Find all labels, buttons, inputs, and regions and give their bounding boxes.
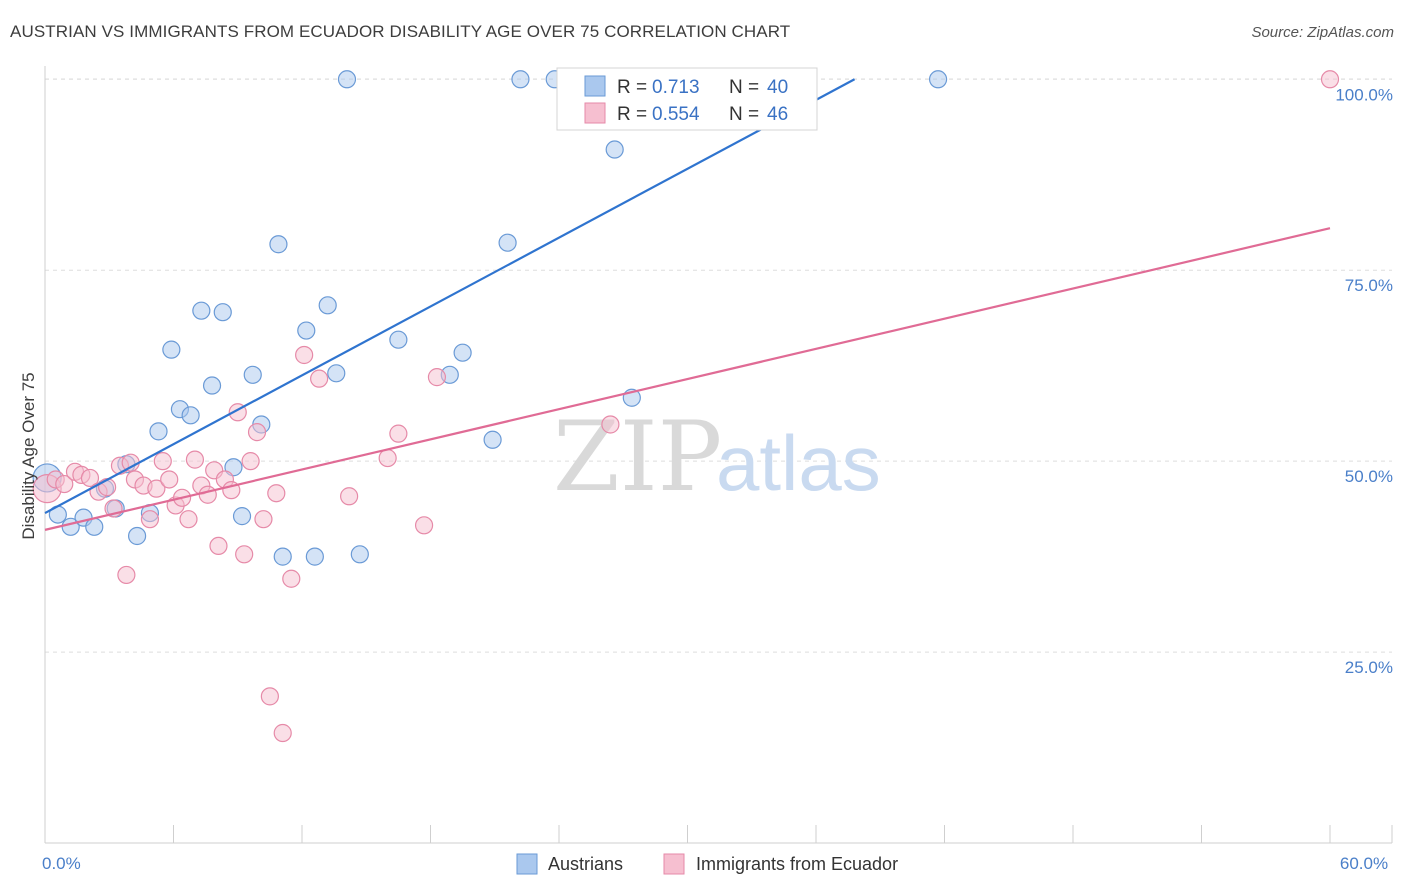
austrians-point bbox=[149, 422, 168, 441]
ecuador-point bbox=[260, 687, 279, 706]
ecuador-point bbox=[98, 478, 117, 497]
ecuador-point bbox=[121, 453, 140, 472]
x-tick-label: 60.0% bbox=[1340, 854, 1388, 873]
ecuador-point bbox=[198, 485, 217, 504]
ecuador-point bbox=[209, 536, 228, 556]
ecuador-point bbox=[153, 452, 172, 471]
y-tick-label: 100.0% bbox=[1335, 85, 1393, 104]
ecuador-point bbox=[185, 450, 205, 469]
ecuador-point bbox=[1320, 70, 1340, 89]
watermark: ZIP atlas bbox=[553, 401, 881, 513]
legend-n-value: 40 bbox=[767, 77, 788, 98]
ecuador-point bbox=[310, 369, 329, 388]
ecuador-point bbox=[295, 345, 314, 365]
austrians-point bbox=[213, 303, 232, 322]
watermark-atlas: atlas bbox=[716, 419, 881, 507]
legend-r-label: R = bbox=[617, 104, 647, 125]
ecuador-point bbox=[247, 423, 267, 442]
ecuador-point bbox=[254, 510, 273, 529]
ecuador-point bbox=[282, 569, 301, 588]
ecuador-point bbox=[427, 368, 447, 387]
austrians-point bbox=[127, 526, 147, 546]
austrians-point bbox=[350, 545, 369, 564]
austrians-point bbox=[273, 547, 292, 566]
y-axis-label: Disability Age Over 75 bbox=[19, 372, 38, 539]
y-tick-label: 50.0% bbox=[1345, 467, 1393, 486]
austrians-point bbox=[232, 507, 252, 526]
austrians-trend-line bbox=[44, 78, 856, 515]
ecuador-point bbox=[340, 487, 359, 506]
ecuador-point bbox=[241, 452, 260, 471]
austrians-point bbox=[305, 547, 324, 566]
austrians-point bbox=[162, 340, 181, 359]
ecuador-point bbox=[179, 510, 198, 529]
austrians-point bbox=[202, 376, 222, 395]
x-tick-label: 0.0% bbox=[42, 854, 81, 873]
ecuador-point bbox=[80, 468, 100, 488]
austrians-point bbox=[511, 70, 530, 89]
ecuador-point bbox=[273, 723, 292, 743]
axis-layer: 100.0% 75.0% 50.0% 25.0% 0.0% 60.0% bbox=[42, 66, 1393, 873]
legend-bottom-label-ecuador: Immigrants from Ecuador bbox=[696, 854, 898, 874]
ecuador-point bbox=[389, 424, 408, 443]
legend-top: R = 0.713 N = 40 R = 0.554 N = 46 bbox=[556, 67, 818, 131]
legend-n-label: N = bbox=[729, 104, 759, 125]
austrians-point bbox=[85, 517, 104, 536]
austrians-point bbox=[928, 70, 948, 89]
trend-layer bbox=[44, 78, 1331, 531]
austrians-point bbox=[337, 70, 357, 89]
ecuador-point bbox=[55, 474, 74, 494]
austrians-point bbox=[181, 406, 200, 425]
ecuador-point bbox=[601, 415, 620, 434]
legend-r-label: R = bbox=[617, 77, 647, 98]
y-tick-label: 25.0% bbox=[1345, 658, 1393, 677]
y-tick-label: 75.0% bbox=[1345, 276, 1393, 295]
austrians-point bbox=[483, 430, 502, 449]
austrians-point bbox=[605, 140, 624, 159]
ecuador-trend-line bbox=[44, 227, 1331, 531]
austrians-point bbox=[243, 365, 262, 384]
legend-r-value: 0.554 bbox=[652, 104, 700, 125]
ecuador-point bbox=[140, 510, 160, 529]
ecuador-point bbox=[267, 484, 286, 503]
legend-bottom: Austrians Immigrants from Ecuador bbox=[516, 853, 898, 875]
austrians-point bbox=[498, 233, 517, 252]
ecuador-point bbox=[147, 479, 166, 498]
legend-swatch-ecuador bbox=[584, 102, 606, 124]
chart-title: AUSTRIAN VS IMMIGRANTS FROM ECUADOR DISA… bbox=[10, 22, 791, 41]
austrians-point bbox=[269, 235, 288, 254]
legend-n-label: N = bbox=[729, 77, 759, 98]
watermark-zip: ZIP bbox=[553, 401, 722, 513]
legend-bottom-label-austrians: Austrians bbox=[548, 854, 623, 874]
austrians-point bbox=[389, 330, 408, 349]
legend-swatch-austrians bbox=[584, 75, 606, 97]
austrians-point bbox=[318, 296, 337, 315]
legend-bottom-swatch-austrians bbox=[516, 853, 538, 875]
austrians-point bbox=[192, 301, 211, 320]
legend-n-value: 46 bbox=[767, 104, 788, 125]
legend-r-value: 0.713 bbox=[652, 77, 700, 98]
ecuador-point bbox=[160, 470, 179, 489]
ecuador-point bbox=[117, 565, 136, 585]
austrians-point bbox=[453, 343, 472, 362]
austrians-point bbox=[297, 321, 316, 340]
ecuador-point bbox=[235, 545, 254, 564]
ecuador-point bbox=[414, 516, 434, 535]
legend-bottom-swatch-ecuador bbox=[663, 853, 685, 875]
source-label: Source: ZipAtlas.com bbox=[1251, 24, 1394, 41]
austrians-point bbox=[327, 364, 346, 383]
grid-layer bbox=[45, 78, 1392, 653]
ecuador-point bbox=[378, 448, 397, 468]
